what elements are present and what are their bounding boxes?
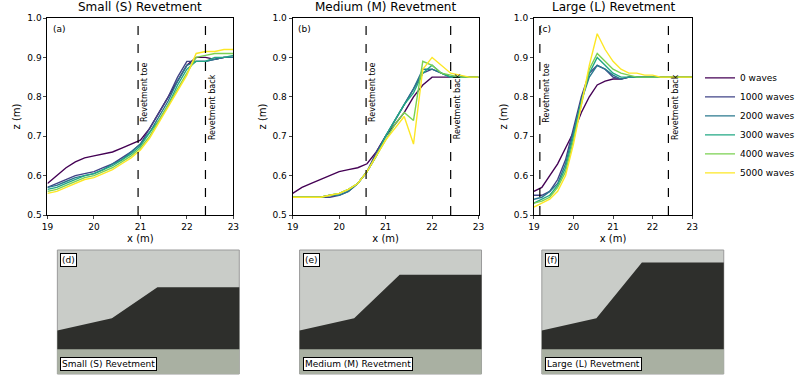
svg-text:Large (L) Revetment: Large (L) Revetment [552,0,675,14]
svg-text:1.0: 1.0 [273,13,288,23]
svg-text:0.7: 0.7 [27,131,41,141]
svg-text:2000 waves: 2000 waves [740,111,795,121]
svg-text:0.8: 0.8 [273,92,288,102]
svg-text:1.0: 1.0 [514,13,529,23]
svg-text:0.6: 0.6 [514,171,529,181]
svg-text:5000 waves: 5000 waves [740,168,795,178]
svg-text:23: 23 [686,222,697,232]
svg-text:(f): (f) [547,255,557,265]
svg-text:0 waves: 0 waves [740,73,777,83]
svg-text:22: 22 [647,222,658,232]
svg-text:1.0: 1.0 [27,13,42,23]
svg-text:19: 19 [287,222,299,232]
svg-text:z (m): z (m) [257,103,268,129]
svg-text:Small (S) Revetment: Small (S) Revetment [62,359,155,369]
svg-text:21: 21 [607,222,618,232]
svg-text:Revetment back: Revetment back [208,74,217,140]
svg-text:(b): (b) [298,24,311,34]
svg-text:0.5: 0.5 [27,210,41,220]
svg-text:x (m): x (m) [600,233,627,244]
svg-text:0.5: 0.5 [273,210,287,220]
svg-text:3000 waves: 3000 waves [740,130,795,140]
svg-text:1000 waves: 1000 waves [740,92,795,102]
svg-text:0.9: 0.9 [273,53,288,63]
svg-text:Large (L) Revetment: Large (L) Revetment [547,359,640,369]
svg-text:0.8: 0.8 [27,92,42,102]
svg-text:z (m): z (m) [11,103,22,129]
svg-text:x (m): x (m) [127,233,154,244]
svg-text:21: 21 [135,222,146,232]
svg-text:(e): (e) [305,255,318,265]
svg-text:19: 19 [42,222,54,232]
svg-text:Revetment toe: Revetment toe [140,63,149,122]
svg-text:0.6: 0.6 [27,171,42,181]
svg-text:0.9: 0.9 [514,53,529,63]
svg-text:Medium (M) Revetment: Medium (M) Revetment [305,359,411,369]
svg-text:21: 21 [380,222,391,232]
svg-text:22: 22 [181,222,192,232]
svg-text:Revetment toe: Revetment toe [542,63,551,122]
svg-text:23: 23 [473,222,484,232]
svg-text:0.5: 0.5 [514,210,528,220]
svg-text:4000 waves: 4000 waves [740,149,795,159]
svg-text:19: 19 [528,222,540,232]
svg-text:Revetment back: Revetment back [671,74,680,140]
svg-text:20: 20 [88,222,100,232]
svg-text:Medium (M) Revetment: Medium (M) Revetment [315,0,456,14]
svg-text:z (m): z (m) [498,103,509,129]
svg-text:23: 23 [228,222,239,232]
svg-text:22: 22 [426,222,437,232]
svg-text:(a): (a) [53,24,66,34]
svg-text:(c): (c) [539,24,551,34]
svg-text:(d): (d) [62,255,75,265]
svg-text:0.7: 0.7 [273,131,287,141]
svg-text:0.7: 0.7 [514,131,528,141]
svg-text:0.8: 0.8 [514,92,529,102]
svg-text:Revetment back: Revetment back [453,74,462,140]
svg-text:Revetment toe: Revetment toe [368,63,377,122]
svg-text:x (m): x (m) [372,233,399,244]
svg-text:Small (S) Revetment: Small (S) Revetment [78,0,202,14]
svg-text:0.9: 0.9 [27,53,42,63]
svg-text:20: 20 [333,222,345,232]
svg-text:20: 20 [568,222,580,232]
svg-text:0.6: 0.6 [273,171,288,181]
